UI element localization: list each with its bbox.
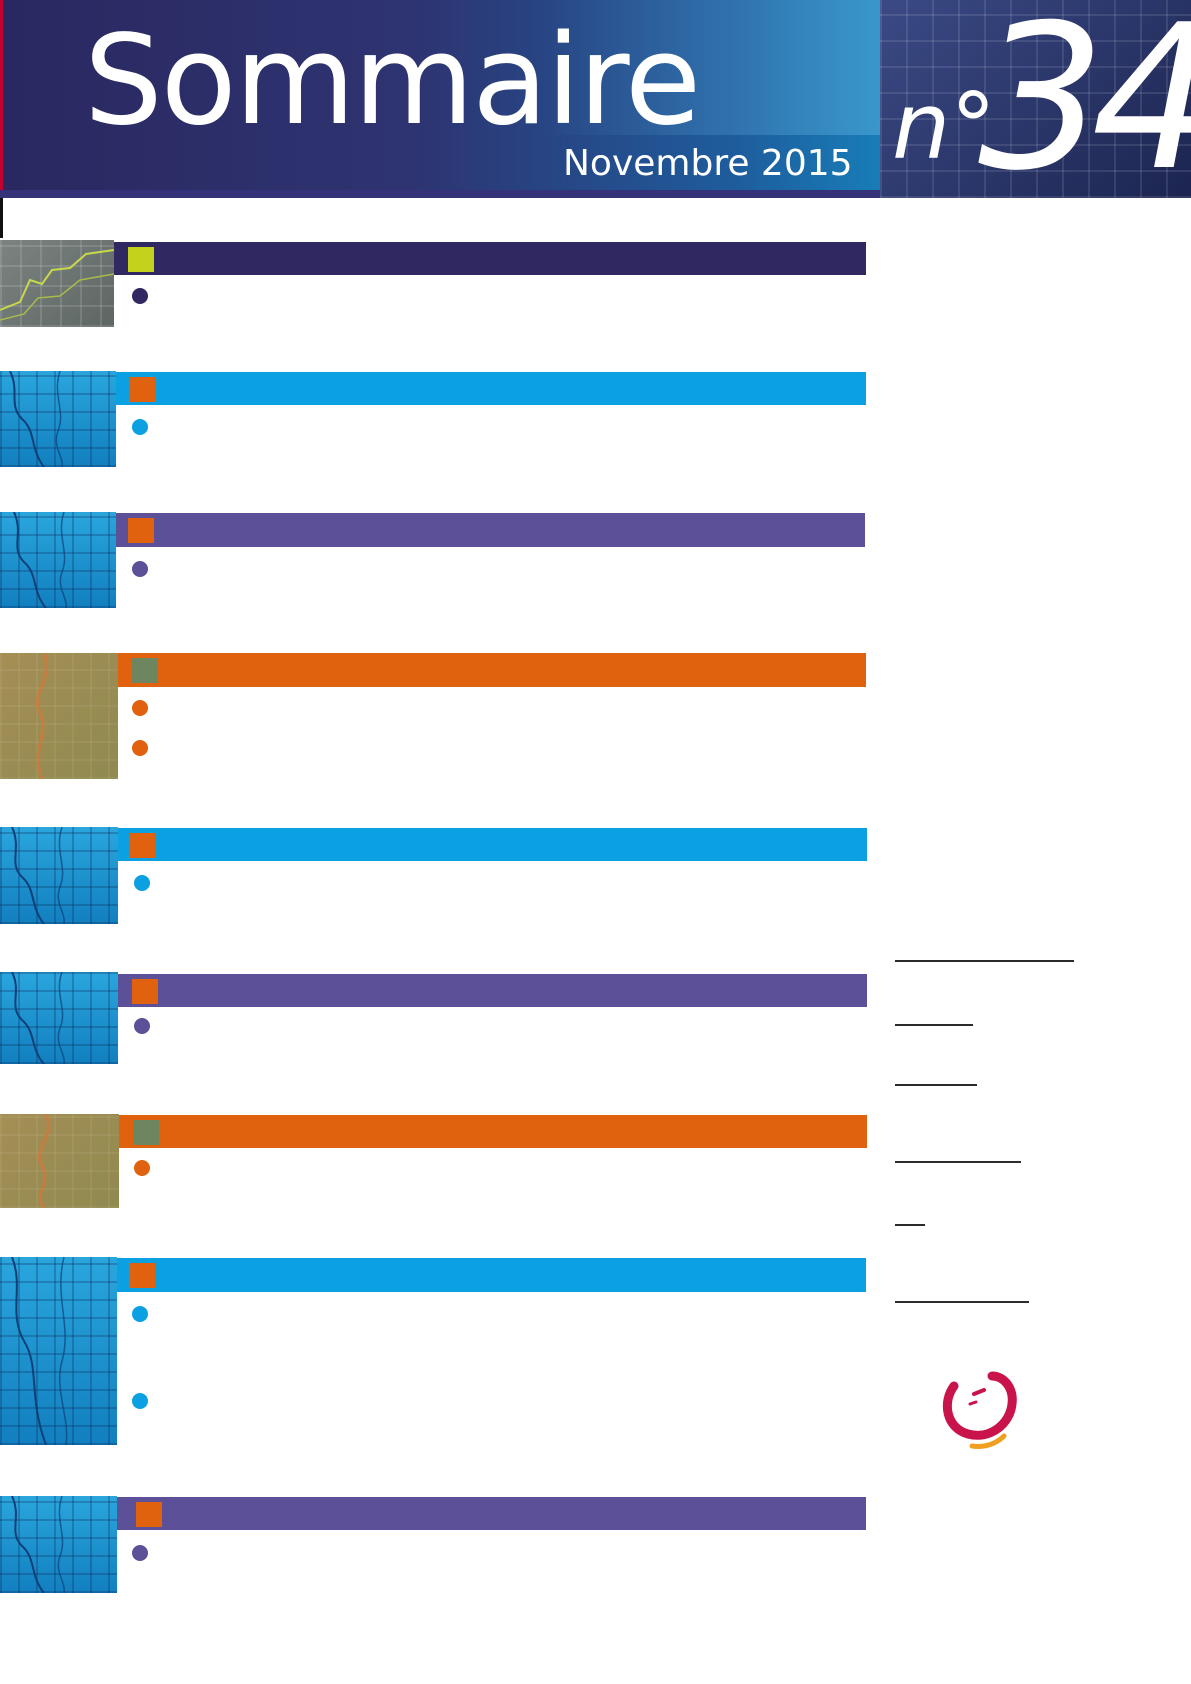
section-marker-square bbox=[132, 658, 158, 683]
section-header-bar bbox=[118, 974, 867, 1007]
section-marker-square bbox=[128, 518, 154, 543]
section-thumbnail bbox=[0, 1496, 117, 1593]
map-outline-icon bbox=[38, 1114, 50, 1208]
issue-number-panel: n° 34 bbox=[880, 0, 1191, 198]
section-thumbnail bbox=[0, 1114, 119, 1208]
page-title: Sommaire bbox=[84, 9, 701, 153]
map-outline-icon bbox=[36, 653, 48, 779]
section-thumbnail bbox=[0, 827, 118, 924]
section-marker-square bbox=[132, 979, 158, 1004]
divider-rule bbox=[895, 1161, 1021, 1163]
issue-number: 34 bbox=[978, 0, 1191, 198]
section-marker-square bbox=[136, 1502, 162, 1527]
bullet-dot bbox=[134, 1160, 150, 1176]
map-outline-icon bbox=[11, 972, 65, 1064]
section-thumbnail bbox=[0, 972, 118, 1064]
map-outline-icon bbox=[11, 1496, 65, 1593]
bullet-dot bbox=[134, 875, 150, 891]
banner-highlight bbox=[540, 0, 880, 135]
waveform-icon bbox=[0, 249, 114, 321]
bullet-dot bbox=[132, 740, 148, 756]
section-header-bar bbox=[117, 1497, 866, 1530]
section-header-bar bbox=[119, 1115, 867, 1148]
divider-rule bbox=[895, 960, 1074, 962]
issue-date: Novembre 2015 bbox=[563, 143, 853, 184]
banner-bottom-strip bbox=[0, 190, 1191, 198]
map-outline-icon bbox=[9, 371, 63, 467]
section-marker-square bbox=[130, 833, 156, 858]
bullet-dot bbox=[132, 1545, 148, 1561]
bullet-dot bbox=[132, 1393, 148, 1409]
section-header-bar bbox=[117, 1258, 866, 1292]
bullet-dot bbox=[134, 1018, 150, 1034]
section-header-bar bbox=[118, 828, 867, 861]
divider-rule bbox=[895, 1301, 1029, 1303]
section-thumbnail bbox=[0, 1257, 117, 1445]
section-thumbnail bbox=[0, 512, 116, 608]
section-marker-square bbox=[130, 377, 156, 402]
banner-edge-line bbox=[0, 0, 3, 198]
smile-logo-icon bbox=[942, 1371, 1017, 1449]
issue-prefix: n° bbox=[892, 73, 997, 180]
section-header-bar bbox=[116, 513, 865, 547]
section-thumbnail bbox=[0, 653, 118, 779]
bullet-dot bbox=[132, 700, 148, 716]
section-marker-square bbox=[129, 1263, 155, 1288]
section-header-bar bbox=[118, 653, 866, 687]
left-edge-mark bbox=[0, 198, 3, 238]
section-header-bar bbox=[114, 242, 866, 275]
bullet-dot bbox=[132, 1306, 148, 1322]
divider-rule bbox=[895, 1224, 925, 1226]
section-header-bar bbox=[116, 372, 866, 405]
section-thumbnail bbox=[0, 240, 114, 327]
divider-rule bbox=[895, 1084, 977, 1086]
header-banner: Sommaire Novembre 2015 n° 34 bbox=[0, 0, 1191, 198]
section-thumbnail bbox=[0, 371, 116, 467]
divider-rule bbox=[895, 1024, 973, 1026]
section-marker-square bbox=[128, 247, 154, 272]
bullet-dot bbox=[132, 288, 148, 304]
bullet-dot bbox=[132, 419, 148, 435]
bullet-dot bbox=[132, 561, 148, 577]
section-marker-square bbox=[133, 1120, 159, 1145]
map-outline-icon bbox=[13, 512, 67, 608]
map-outline-icon bbox=[11, 1257, 68, 1445]
map-outline-icon bbox=[11, 827, 65, 924]
